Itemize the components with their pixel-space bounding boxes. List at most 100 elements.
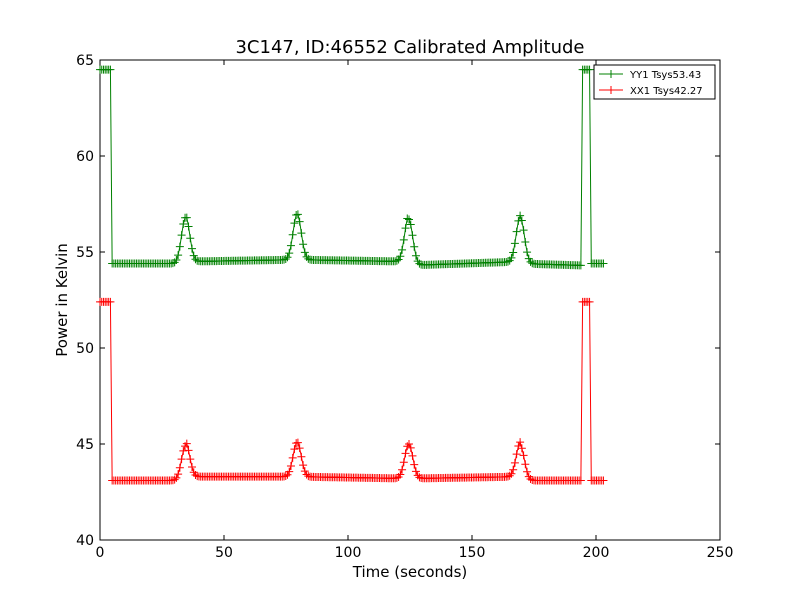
data-point (510, 458, 519, 467)
data-point (288, 453, 297, 462)
data-point (172, 256, 181, 265)
data-point (292, 210, 301, 219)
data-point (396, 252, 405, 261)
legend-box (593, 64, 716, 100)
data-point (188, 463, 197, 472)
data-point (179, 219, 188, 228)
data-point (288, 230, 297, 239)
data-point (524, 254, 533, 263)
data-point (281, 255, 290, 264)
data-point (406, 443, 415, 452)
data-point (293, 438, 302, 447)
data-point (401, 449, 410, 458)
data-point (174, 470, 183, 479)
data-point (523, 467, 532, 476)
data-point (106, 297, 115, 306)
data-point (182, 213, 191, 222)
data-point (392, 473, 401, 482)
data-point (410, 460, 419, 469)
data-point (510, 239, 519, 248)
data-point (299, 240, 308, 249)
data-point (519, 226, 528, 235)
y-tick-label: 40 (76, 533, 94, 549)
data-point (300, 467, 309, 476)
data-point (509, 465, 518, 474)
data-point (299, 461, 308, 470)
data-point (392, 256, 401, 265)
data-point (576, 476, 585, 485)
y-tick-label: 55 (76, 245, 94, 261)
data-point (526, 475, 535, 484)
data-point (295, 444, 304, 453)
data-point (396, 470, 405, 479)
data-point (405, 440, 414, 449)
x-axis-label: Time (seconds) (352, 563, 468, 581)
data-point (507, 469, 516, 478)
data-point (408, 231, 417, 240)
data-point (514, 442, 523, 451)
x-tick-label: 100 (335, 545, 362, 561)
data-point (516, 438, 525, 447)
y-axis-label: Power in Kelvin (53, 243, 71, 357)
data-point (519, 451, 528, 460)
data-point (189, 251, 198, 260)
data-point (516, 211, 525, 220)
data-point (509, 248, 518, 257)
data-point (177, 231, 186, 240)
data-point (517, 216, 526, 225)
data-point (188, 244, 197, 253)
data-point (302, 470, 311, 479)
x-tick-label: 150 (459, 545, 486, 561)
data-point (283, 253, 292, 262)
data-point (286, 241, 295, 250)
data-point (297, 452, 306, 461)
data-point (304, 472, 313, 481)
data-point (599, 476, 608, 485)
plot-area (99, 59, 721, 541)
data-point (398, 465, 407, 474)
data-point (585, 65, 594, 74)
data-point (295, 217, 304, 226)
data-point (505, 471, 514, 480)
data-point (399, 235, 408, 244)
data-point (184, 222, 193, 231)
legend-label-yy1: YY1 Tsys53.43 (629, 70, 701, 81)
data-point (174, 251, 183, 260)
chart-title: 3C147, ID:46552 Calibrated Amplitude (235, 37, 584, 58)
data-point (285, 467, 294, 476)
data-point (300, 248, 309, 257)
data-point (191, 255, 200, 264)
data-point (507, 253, 516, 262)
data-point (523, 248, 532, 257)
data-point (106, 65, 115, 74)
data-point (415, 473, 424, 482)
data-point (406, 220, 415, 229)
data-point (186, 234, 195, 243)
data-point (175, 463, 184, 472)
data-point (285, 249, 294, 258)
data-point (576, 261, 585, 270)
data-point (517, 444, 526, 453)
x-tick-label: 0 (96, 545, 105, 561)
y-tick-label: 65 (76, 53, 94, 69)
data-point (512, 227, 521, 236)
data-point (599, 259, 608, 268)
data-point (411, 467, 420, 476)
data-point (394, 255, 403, 264)
data-point (403, 214, 412, 223)
data-point (297, 229, 306, 238)
y-tick-label: 60 (76, 149, 94, 165)
data-point (177, 455, 186, 464)
data-point (415, 259, 424, 268)
y-tick-label: 50 (76, 341, 94, 357)
data-point (170, 475, 179, 484)
data-point (172, 473, 181, 482)
data-point (179, 446, 188, 455)
data-point (290, 445, 299, 454)
data-point (401, 224, 410, 233)
data-point (182, 439, 191, 448)
ticks-layer: 0 50 100 150 200 250 40 45 50 55 60 65 (76, 53, 733, 561)
legend-marker-xx1 (607, 86, 615, 94)
data-point (398, 245, 407, 254)
data-point (410, 242, 419, 251)
